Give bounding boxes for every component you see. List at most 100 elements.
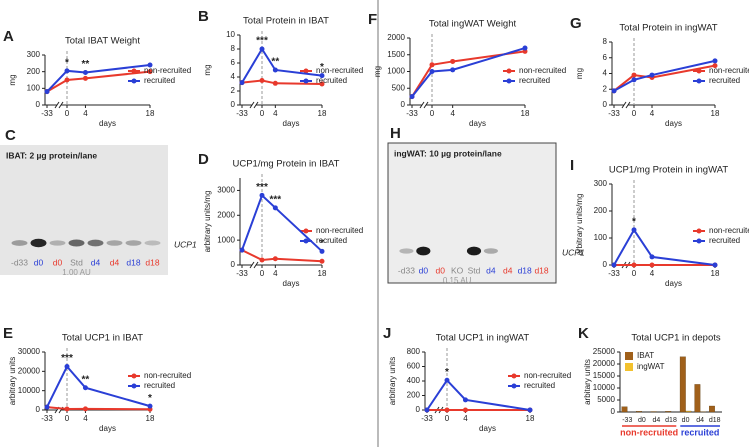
x-tick-label: -33 [608, 109, 620, 118]
panel-letter: F [368, 11, 377, 28]
x-tick-label: 0 [445, 414, 450, 423]
significance: * [65, 57, 69, 68]
legend-label: IBAT [637, 351, 654, 360]
x-tick-label: 4 [650, 269, 655, 278]
data-point [272, 205, 278, 211]
y-tick-label: 20000 [593, 359, 616, 368]
data-point [429, 69, 435, 74]
data-point [82, 385, 88, 391]
series-line [411, 47, 526, 98]
data-point [631, 72, 637, 78]
x-tick-label: 18 [318, 269, 327, 278]
x-axis-label: days [99, 424, 116, 433]
legend-marker [506, 68, 512, 74]
blot-caption: ingWAT: 10 µg protein/lane [394, 148, 502, 158]
y-tick-label: 1500 [387, 50, 405, 59]
y-tick-label: 8 [603, 37, 608, 46]
data-point [272, 67, 278, 73]
data-point [259, 78, 265, 83]
legend-label: non-recruited [524, 371, 571, 380]
y-tick-label: 200 [27, 67, 41, 76]
y-tick-label: 2000 [217, 210, 235, 219]
data-point [64, 406, 70, 412]
lane-label: d4 [486, 265, 496, 275]
series-line [241, 193, 323, 253]
y-tick-label: 4 [231, 72, 236, 81]
x-tick-label: 4 [463, 414, 468, 423]
y-tick-label: 2 [231, 86, 236, 95]
legend-marker [131, 78, 137, 84]
series-line [46, 64, 151, 93]
panel-letter: G [570, 15, 582, 32]
data-point [631, 262, 637, 268]
data-point [147, 69, 153, 75]
bar [679, 356, 686, 413]
significance: ** [82, 59, 90, 70]
data-point [319, 73, 325, 79]
y-tick-label: 10000 [593, 383, 616, 392]
legend-marker [696, 228, 702, 234]
series-line [46, 406, 151, 411]
blot-band [416, 246, 431, 256]
x-tick-label: 0 [260, 269, 265, 278]
significance: ** [271, 57, 279, 68]
y-axis-label: arbitrary units [8, 357, 17, 405]
series-line [613, 227, 716, 266]
y-tick-label: 0 [401, 100, 406, 109]
data-point [631, 77, 637, 83]
x-tick-label: 0 [65, 414, 70, 423]
y-tick-label: 8 [231, 44, 236, 53]
y-axis-label: mg [373, 66, 382, 77]
legend-marker [696, 68, 702, 74]
y-tick-label: 1000 [387, 67, 405, 76]
x-axis-label: days [283, 119, 300, 128]
y-tick-label: 4 [603, 69, 608, 78]
y-tick-label: 300 [27, 50, 41, 59]
chart-title: Total IBAT Weight [65, 36, 140, 47]
x-tick-label: d0 [682, 417, 690, 424]
blot-note: 1.00 AU [62, 268, 91, 277]
x-tick-label: 4 [83, 109, 88, 118]
data-point [462, 397, 468, 403]
data-point [82, 406, 88, 412]
x-tick-label: -33 [421, 414, 433, 423]
legend-label: recruited [709, 76, 740, 85]
x-axis-label: days [665, 279, 682, 288]
data-point [522, 45, 528, 51]
y-tick-label: 6 [231, 58, 236, 67]
y-tick-label: 20000 [18, 366, 41, 375]
y-axis-label: arbitary units [583, 359, 592, 405]
panel-letter: E [3, 325, 13, 342]
y-tick-label: 800 [407, 347, 421, 356]
y-tick-label: 25000 [593, 347, 616, 356]
series-line [241, 249, 323, 263]
x-tick-label: 18 [146, 414, 155, 423]
x-tick-label: 0 [430, 109, 435, 118]
blot-band [399, 248, 414, 254]
significance: * [445, 367, 449, 378]
y-tick-label: 15000 [593, 371, 616, 380]
data-point [272, 256, 278, 262]
lane-label: d4 [110, 257, 120, 267]
axis-break [253, 101, 259, 109]
significance: *** [269, 194, 281, 205]
bar [621, 406, 628, 413]
legend-label: non-recruited [709, 66, 749, 75]
x-axis-label: days [99, 119, 116, 128]
blot-band [106, 240, 123, 246]
x-tick-label: 4 [650, 109, 655, 118]
x-tick-label: 4 [273, 269, 278, 278]
data-point [272, 80, 278, 86]
lane-label: -d33 [398, 265, 415, 275]
legend-label: non-recruited [316, 226, 363, 235]
y-tick-label: 0 [36, 100, 41, 109]
data-point [444, 377, 450, 383]
legend-marker [303, 238, 309, 244]
x-tick-label: d18 [665, 417, 677, 424]
lane-label: d0 [435, 265, 445, 275]
x-tick-label: 18 [521, 109, 530, 118]
lane-label: d4 [91, 257, 101, 267]
significance: *** [256, 182, 268, 193]
data-point [259, 192, 265, 198]
group-label: recruited [681, 427, 720, 437]
